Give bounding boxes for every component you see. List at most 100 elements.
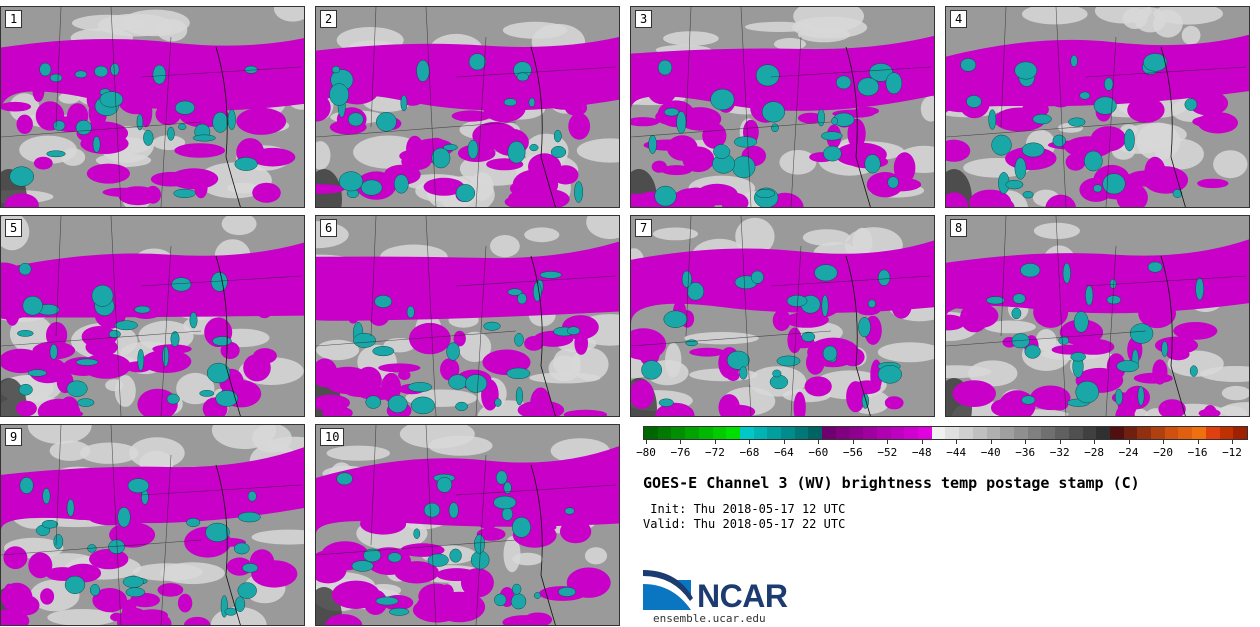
- postage-stamp-map: 8: [945, 215, 1250, 417]
- colorbar-tick-label: −32: [1049, 446, 1070, 459]
- postage-stamp-map: 4: [945, 6, 1250, 208]
- colorbar-tick-label: −16: [1187, 446, 1208, 459]
- logo-url: ensemble.ucar.edu: [653, 612, 766, 625]
- colorbar-tick-mark: [887, 440, 889, 444]
- colorbar-segment: [1192, 427, 1206, 439]
- colorbar-tick-mark: [956, 440, 958, 444]
- postage-stamp-map: 6: [315, 215, 620, 417]
- stamp-number-label: 2: [320, 10, 338, 28]
- colorbar-segment: [808, 427, 823, 439]
- colorbar-tick-mark: [714, 440, 716, 444]
- colorbar-tick-mark: [680, 440, 682, 444]
- colorbar-tick-mark: [1025, 440, 1027, 444]
- colorbar-segment: [931, 427, 946, 439]
- colorbar-segment: [767, 427, 782, 439]
- colorbar-segment: [726, 427, 740, 439]
- colorbar-tick-mark: [852, 440, 854, 444]
- postage-stamp-map: 5: [0, 215, 305, 417]
- colorbar-segment: [739, 427, 754, 439]
- colorbar-segment: [863, 427, 877, 439]
- colorbar-tick-mark: [646, 440, 647, 444]
- colorbar-tick-mark: [1163, 440, 1165, 444]
- colorbar-segment: [986, 427, 1001, 439]
- colorbar-segment: [1055, 427, 1069, 439]
- colorbar-segment: [1109, 427, 1124, 439]
- colorbar-segment: [890, 427, 905, 439]
- colorbar-tick-mark: [921, 440, 923, 444]
- colorbar-tick-mark: [1197, 440, 1199, 444]
- colorbar-segment: [1137, 427, 1152, 439]
- stamp-number-label: 3: [635, 10, 653, 28]
- postage-stamp-map: 3: [630, 6, 935, 208]
- colorbar-segment: [753, 427, 768, 439]
- colorbar-segment: [781, 427, 795, 439]
- colorbar-tick-mark: [990, 440, 992, 444]
- colorbar-segment: [876, 427, 891, 439]
- colorbar-segment: [1205, 427, 1220, 439]
- stamp-number-label: 9: [5, 428, 23, 446]
- colorbar-tick-label: −60: [808, 446, 829, 459]
- colorbar-segment: [1164, 427, 1179, 439]
- valid-time: Valid: Thu 2018-05-17 22 UTC: [643, 517, 846, 531]
- colorbar-segment: [835, 427, 850, 439]
- colorbar-tick-label: −52: [877, 446, 898, 459]
- colorbar-tick-label: −72: [705, 446, 725, 459]
- colorbar-tick-label: −12: [1222, 446, 1242, 459]
- postage-stamp-map: 7: [630, 215, 935, 417]
- colorbar-segment: [822, 427, 836, 439]
- colorbar-segment: [698, 427, 713, 439]
- colorbar-tick-mark: [749, 440, 751, 444]
- colorbar-tick-mark: [1059, 440, 1061, 444]
- colorbar-segment: [712, 427, 727, 439]
- colorbar-tick-label: −48: [911, 446, 932, 459]
- colorbar-tick-mark: [818, 440, 820, 444]
- colorbar-segment: [1123, 427, 1138, 439]
- colorbar-tick-label: −44: [946, 446, 967, 459]
- colorbar-tick-mark: [783, 440, 785, 444]
- stamp-number-label: 8: [950, 219, 968, 237]
- colorbar-tick-label: −68: [739, 446, 760, 459]
- colorbar-segment: [1000, 427, 1014, 439]
- stamp-number-label: 5: [5, 219, 23, 237]
- postage-stamp-map: 9: [0, 424, 305, 626]
- postage-stamp-map: 1: [0, 6, 305, 208]
- colorbar-segment: [904, 427, 919, 439]
- colorbar-segment: [1151, 427, 1165, 439]
- stamp-number-label: 1: [5, 10, 23, 28]
- colorbar-segment: [1027, 427, 1042, 439]
- colorbar-tick-label: −40: [980, 446, 1001, 459]
- colorbar-segment: [1082, 427, 1097, 439]
- colorbar-tick-mark: [1094, 440, 1096, 444]
- colorbar-ticks: −80 −76 −72 −68 −64 −60 −56 −52 −48 −44 −40 −36 −32 −…: [636, 440, 1248, 460]
- colorbar-segment: [1041, 427, 1056, 439]
- colorbar-segment: [1013, 427, 1028, 439]
- colorbar-tick-label: −28: [1084, 446, 1105, 459]
- stamp-number-label: 4: [950, 10, 968, 28]
- colorbar-segment: [671, 427, 686, 439]
- postage-stamp-map: 2: [315, 6, 620, 208]
- colorbar-segment: [1233, 427, 1247, 439]
- stamp-number-label: 7: [635, 219, 653, 237]
- colorbar-tick-label: −80: [636, 446, 656, 459]
- colorbar-segment: [945, 427, 960, 439]
- colorbar-segment: [849, 427, 864, 439]
- init-time: Init: Thu 2018-05-17 12 UTC: [643, 502, 846, 516]
- colorbar-tick-mark: [1232, 440, 1233, 444]
- colorbar-segment: [918, 427, 932, 439]
- colorbar-segment: [644, 427, 658, 439]
- stamp-number-label: 6: [320, 219, 338, 237]
- colorbar-tick-label: −64: [773, 446, 794, 459]
- stamp-number-label: 10: [320, 428, 345, 446]
- colorbar-tick-label: −20: [1153, 446, 1173, 459]
- colorbar-segment: [685, 427, 699, 439]
- colorbar-segment: [1178, 427, 1193, 439]
- colorbar-segment: [1219, 427, 1234, 439]
- ncar-logo-text: NCAR: [697, 578, 788, 614]
- colorbar-segment: [657, 427, 672, 439]
- ncar-logo-icon: [643, 570, 693, 610]
- figure-title: GOES-E Channel 3 (WV) brightness temp po…: [643, 474, 1140, 492]
- colorbar-tick-label: −24: [1118, 446, 1139, 459]
- colorbar-tick-mark: [1128, 440, 1130, 444]
- colorbar: [643, 426, 1248, 440]
- colorbar-tick-label: −76: [670, 446, 691, 459]
